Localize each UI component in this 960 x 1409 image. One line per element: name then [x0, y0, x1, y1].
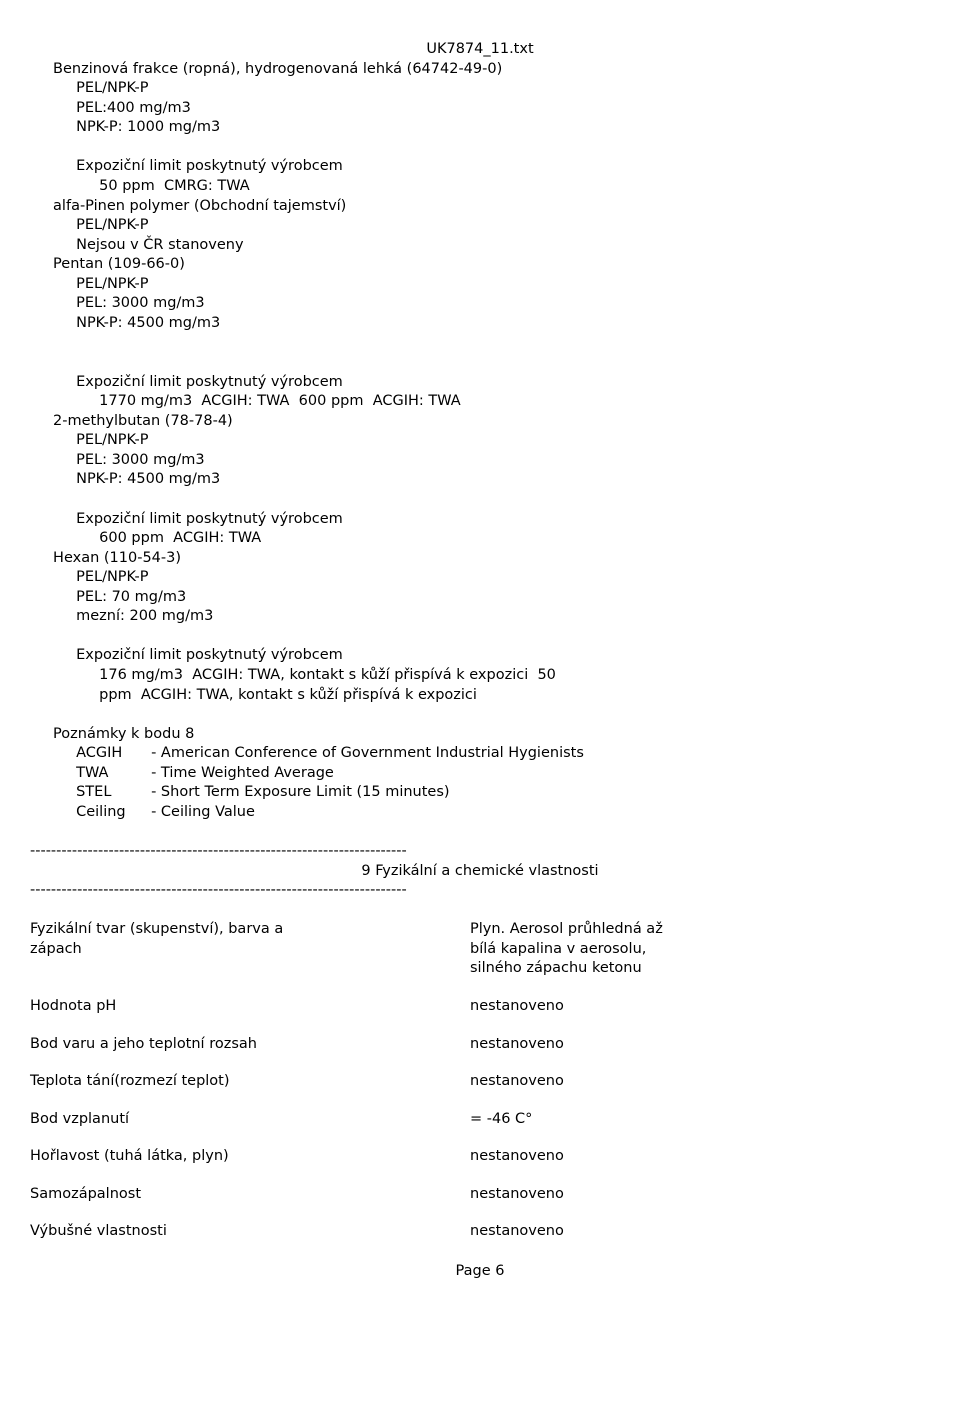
property-value: nestanoveno	[470, 1072, 930, 1092]
notes-row: Ceiling- Ceiling Value	[30, 803, 930, 823]
substance-title: Hexan (110-54-3)	[30, 549, 930, 569]
spacer	[30, 490, 930, 510]
desc: - Ceiling Value	[151, 804, 255, 820]
phys-value-line: Plyn. Aerosol průhledná až	[470, 920, 930, 940]
phys-value-line: silného zápachu ketonu	[470, 959, 930, 979]
file-title: UK7874_11.txt	[30, 40, 930, 60]
property-label: Bod vzplanutí	[30, 1110, 470, 1130]
spacer	[30, 705, 930, 725]
exposure-value: 176 mg/m3 ACGIH: TWA, kontakt s kůží při…	[30, 666, 930, 686]
section-9-title: 9 Fyzikální a chemické vlastnosti	[30, 862, 930, 882]
desc: - American Conference of Government Indu…	[151, 745, 584, 761]
property-row: Hořlavost (tuhá látka, plyn) nestanoveno	[30, 1147, 930, 1167]
property-row: Bod vzplanutí = -46 C°	[30, 1110, 930, 1130]
exposure-value: 1770 mg/m3 ACGIH: TWA 600 ppm ACGIH: TWA	[30, 392, 930, 412]
property-row: Hodnota pH nestanoveno	[30, 997, 930, 1017]
property-value: nestanoveno	[470, 1222, 930, 1242]
property-value: = -46 C°	[470, 1110, 930, 1130]
property-value: nestanoveno	[470, 1147, 930, 1167]
substance-title: 2-methylbutan (78-78-4)	[30, 412, 930, 432]
npk-line: mezní: 200 mg/m3	[30, 607, 930, 627]
notes-heading: Poznámky k bodu 8	[30, 725, 930, 745]
pel-npk-label: PEL/NPK-P	[30, 431, 930, 451]
property-label: Hořlavost (tuhá látka, plyn)	[30, 1147, 470, 1167]
text: Benzinová frakce (ropná), hydrogenovaná …	[53, 61, 502, 77]
pel-line: PEL: 70 mg/m3	[30, 588, 930, 608]
pel-npk-label: PEL/NPK-P	[30, 275, 930, 295]
abbr: STEL	[76, 783, 151, 803]
property-label: Výbušné vlastnosti	[30, 1222, 470, 1242]
desc: - Short Term Exposure Limit (15 minutes)	[151, 784, 449, 800]
spacer	[30, 627, 930, 647]
notes-row: STEL- Short Term Exposure Limit (15 minu…	[30, 783, 930, 803]
exposure-heading: Expoziční limit poskytnutý výrobcem	[30, 510, 930, 530]
pel-line: PEL:400 mg/m3	[30, 99, 930, 119]
npk-line: NPK-P: 4500 mg/m3	[30, 314, 930, 334]
property-row: Teplota tání(rozmezí teplot) nestanoveno	[30, 1072, 930, 1092]
property-label: Bod varu a jeho teplotní rozsah	[30, 1035, 470, 1055]
property-row: Samozápalnost nestanoveno	[30, 1185, 930, 1205]
section-divider: ----------------------------------------…	[30, 842, 930, 862]
spacer	[30, 333, 930, 372]
exposure-value: ppm ACGIH: TWA, kontakt s kůží přispívá …	[30, 686, 930, 706]
exposure-heading: Expoziční limit poskytnutý výrobcem	[30, 157, 930, 177]
desc: - Time Weighted Average	[151, 765, 334, 781]
npk-line: NPK-P: 4500 mg/m3	[30, 470, 930, 490]
text	[30, 61, 53, 77]
abbr: Ceiling	[76, 803, 151, 823]
abbr: TWA	[76, 764, 151, 784]
property-row: Výbušné vlastnosti nestanoveno	[30, 1222, 930, 1242]
property-value: nestanoveno	[470, 997, 930, 1017]
section-divider: ----------------------------------------…	[30, 881, 930, 901]
physical-state-block: Fyzikální tvar (skupenství), barva a záp…	[30, 920, 930, 979]
note-line: Nejsou v ČR stanoveny	[30, 236, 930, 256]
page-number: Page 6	[30, 1262, 930, 1282]
abbr: ACGIH	[76, 744, 151, 764]
spacer	[30, 901, 930, 921]
spacer	[30, 138, 930, 158]
spacer	[30, 823, 930, 843]
property-label: Hodnota pH	[30, 997, 470, 1017]
pel-line: PEL: 3000 mg/m3	[30, 451, 930, 471]
pel-line: PEL: 3000 mg/m3	[30, 294, 930, 314]
notes-row: TWA- Time Weighted Average	[30, 764, 930, 784]
property-value: nestanoveno	[470, 1185, 930, 1205]
pel-npk-label: PEL/NPK-P	[30, 79, 930, 99]
exposure-heading: Expoziční limit poskytnutý výrobcem	[30, 373, 930, 393]
property-label: Teplota tání(rozmezí teplot)	[30, 1072, 470, 1092]
substance-title: alfa-Pinen polymer (Obchodní tajemství)	[30, 197, 930, 217]
exposure-heading: Expoziční limit poskytnutý výrobcem	[30, 646, 930, 666]
property-row: Bod varu a jeho teplotní rozsah nestanov…	[30, 1035, 930, 1055]
pel-npk-label: PEL/NPK-P	[30, 568, 930, 588]
notes-row: ACGIH- American Conference of Government…	[30, 744, 930, 764]
phys-label-line: Fyzikální tvar (skupenství), barva a	[30, 920, 470, 940]
exposure-value: 50 ppm CMRG: TWA	[30, 177, 930, 197]
substance-title: Pentan (109-66-0)	[30, 255, 930, 275]
property-value: nestanoveno	[470, 1035, 930, 1055]
exposure-value: 600 ppm ACGIH: TWA	[30, 529, 930, 549]
substance-title: Benzinová frakce (ropná), hydrogenovaná …	[30, 60, 930, 80]
phys-value-line: bílá kapalina v aerosolu,	[470, 940, 930, 960]
pel-npk-label: PEL/NPK-P	[30, 216, 930, 236]
property-label: Samozápalnost	[30, 1185, 470, 1205]
phys-label-line: zápach	[30, 940, 470, 960]
npk-line: NPK-P: 1000 mg/m3	[30, 118, 930, 138]
